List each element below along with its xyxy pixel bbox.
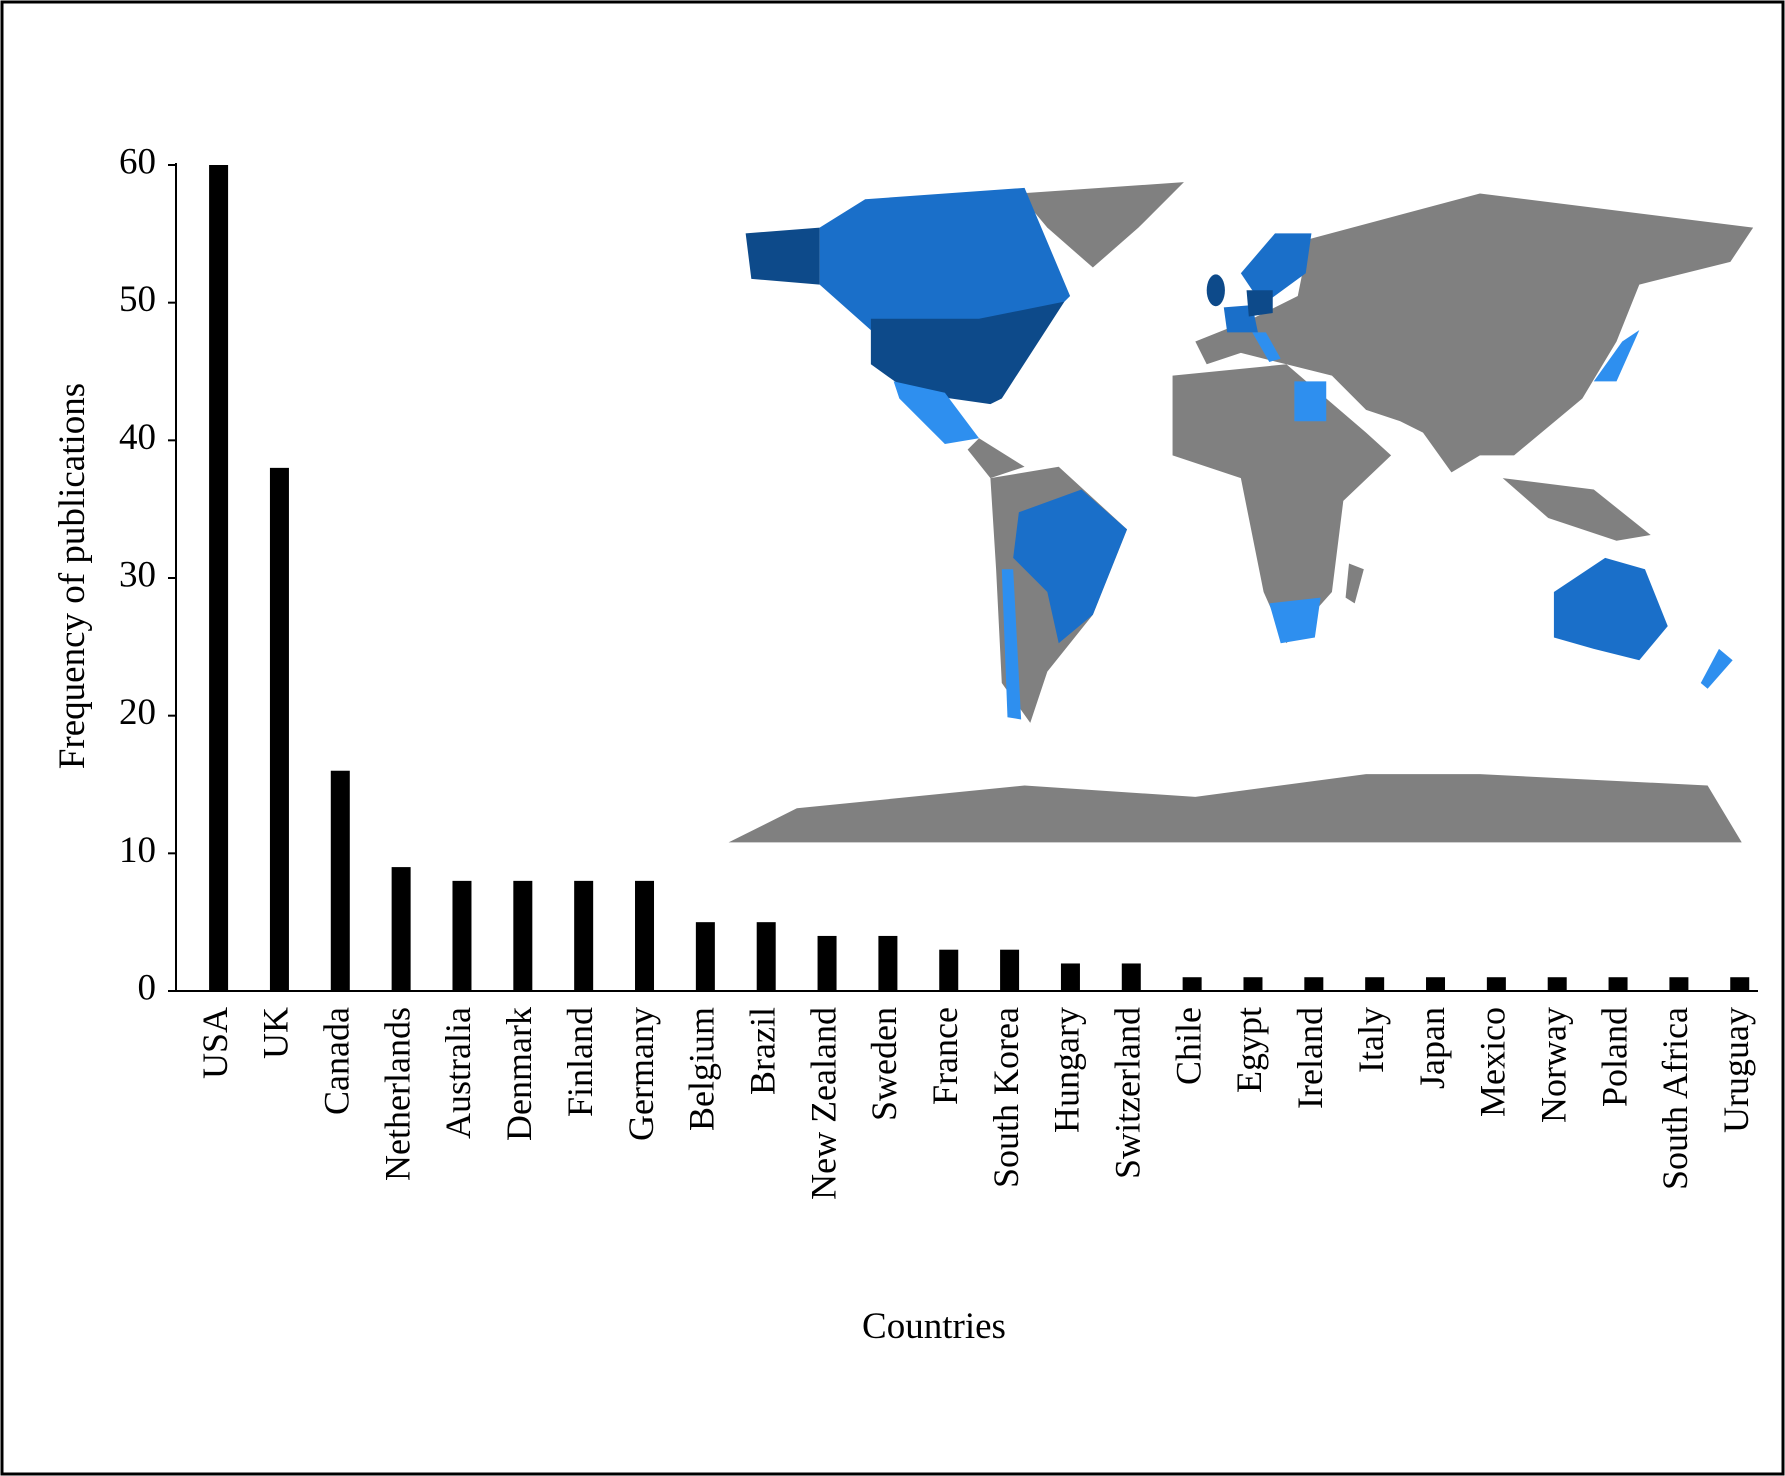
- y-tick-label: 0: [138, 967, 157, 1008]
- bar: [391, 867, 411, 991]
- x-tick-label: South Africa: [1655, 1007, 1695, 1190]
- bar: [939, 949, 959, 991]
- x-tick-label: Sweden: [864, 1007, 904, 1121]
- bar: [756, 922, 776, 991]
- bar: [269, 467, 289, 991]
- world-map: [728, 182, 1754, 843]
- bar: [1243, 977, 1263, 991]
- bar: [574, 880, 594, 991]
- x-axis-label: Countries: [862, 1306, 1006, 1347]
- x-tick-label: Egypt: [1229, 1007, 1269, 1093]
- bar: [635, 880, 655, 991]
- y-axis-label: Frequency of publications: [52, 383, 93, 769]
- y-tick-label: 10: [119, 830, 156, 871]
- bar: [1608, 977, 1628, 991]
- bar: [878, 935, 898, 991]
- bar: [330, 770, 350, 991]
- bar: [1000, 949, 1020, 991]
- x-tick-label: Uruguay: [1716, 1007, 1756, 1133]
- x-tick-label: Switzerland: [1108, 1007, 1148, 1179]
- x-tick-label: Ireland: [1290, 1007, 1330, 1109]
- x-tick-label: UK: [256, 1007, 296, 1059]
- bar: [1730, 977, 1750, 991]
- x-tick-label: New Zealand: [803, 1007, 843, 1200]
- bar: [1547, 977, 1567, 991]
- x-tick-label: Norway: [1533, 1007, 1573, 1123]
- x-tick-label: Italy: [1351, 1007, 1391, 1073]
- bar: [1486, 977, 1506, 991]
- y-tick-label: 40: [119, 417, 156, 458]
- bar: [1060, 963, 1080, 991]
- x-tick-label: Hungary: [1047, 1007, 1087, 1133]
- x-tick-label: Mexico: [1473, 1007, 1513, 1117]
- x-tick-label: France: [925, 1007, 965, 1105]
- bar: [1365, 977, 1385, 991]
- x-tick-label: Australia: [438, 1007, 478, 1139]
- bar: [1182, 977, 1202, 991]
- x-tick-label: Netherlands: [377, 1007, 417, 1181]
- bar: [1426, 977, 1446, 991]
- x-tick-label: Chile: [1168, 1007, 1208, 1085]
- bar: [452, 880, 472, 991]
- y-tick-label: 20: [119, 692, 156, 733]
- y-tick-label: 60: [119, 141, 156, 182]
- x-tick-label: Poland: [1594, 1007, 1634, 1107]
- bar: [695, 922, 715, 991]
- x-tick-label: Germany: [621, 1007, 661, 1141]
- x-tick-label: Brazil: [742, 1007, 782, 1095]
- bar: [1669, 977, 1689, 991]
- x-tick-label: Japan: [1412, 1007, 1452, 1089]
- y-tick-label: 30: [119, 554, 156, 595]
- x-tick-label: Finland: [560, 1007, 600, 1117]
- bar: [209, 165, 229, 991]
- x-tick-label: Belgium: [682, 1007, 722, 1131]
- bar: [513, 880, 533, 991]
- y-tick-label: 50: [119, 279, 156, 320]
- x-tick-label: South Korea: [986, 1007, 1026, 1188]
- bar: [817, 935, 837, 991]
- x-tick-label: Canada: [317, 1007, 357, 1115]
- bar: [1121, 963, 1141, 991]
- x-tick-label: USA: [195, 1007, 235, 1079]
- bar: [1304, 977, 1324, 991]
- x-tick-label: Denmark: [499, 1007, 539, 1141]
